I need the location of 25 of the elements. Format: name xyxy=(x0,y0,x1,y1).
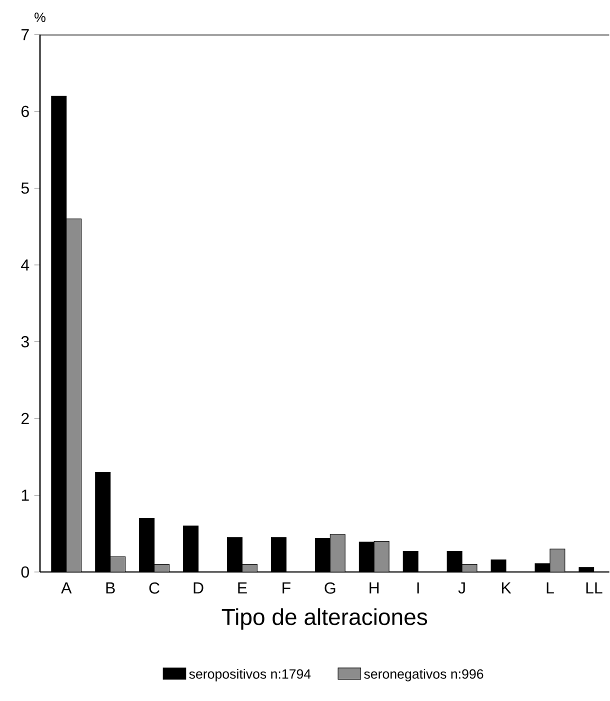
x-tick-label: A xyxy=(61,582,72,594)
x-axis-title: Tipo de alteraciones xyxy=(222,608,428,630)
x-tick-label: F xyxy=(282,582,290,594)
x-tick-label: G xyxy=(324,582,336,594)
y-tick-label: 7 xyxy=(22,29,29,40)
x-tick-label: J xyxy=(458,582,465,594)
x-tick-label: I xyxy=(417,582,419,594)
x-tick-label: H xyxy=(370,582,379,594)
legend-label: seronegativos n:996 xyxy=(364,668,484,682)
x-tick-label: K xyxy=(502,582,512,594)
legend-label: seropositivos n:1794 xyxy=(189,668,311,682)
y-tick-label: 6 xyxy=(22,106,29,118)
y-tick-label: 5 xyxy=(21,182,29,194)
y-tick-label: 4 xyxy=(21,259,30,270)
y-tick-label: 3 xyxy=(21,336,29,348)
x-tick-label: C xyxy=(149,582,160,594)
x-tick-label: LL xyxy=(586,582,602,594)
x-tick-label: L xyxy=(546,582,554,594)
y-tick-label: 2 xyxy=(21,412,29,424)
y-tick-label: 1 xyxy=(22,490,29,501)
x-tick-label: E xyxy=(238,582,247,594)
x-tick-label: B xyxy=(106,582,115,594)
y-tick-label: 0 xyxy=(21,566,29,578)
y-axis-title: % xyxy=(34,12,46,22)
x-tick-label: D xyxy=(194,582,204,594)
